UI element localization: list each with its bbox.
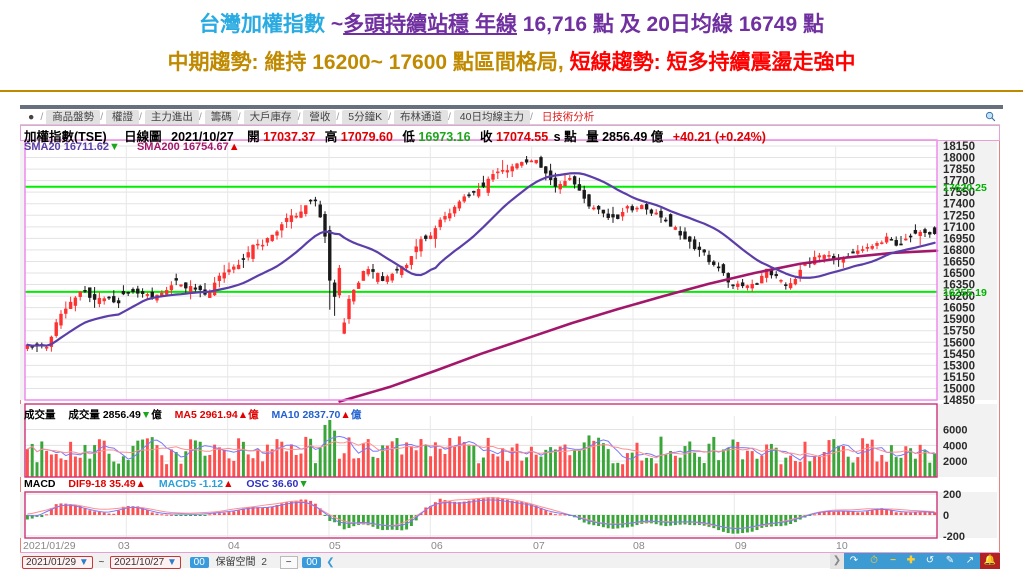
svg-text:17250: 17250 xyxy=(943,210,975,222)
svg-text:15750: 15750 xyxy=(943,326,975,338)
svg-text:16500: 16500 xyxy=(943,268,975,280)
svg-text:15450: 15450 xyxy=(943,349,975,361)
svg-text:16650: 16650 xyxy=(943,256,975,268)
svg-text:15150: 15150 xyxy=(943,372,975,384)
svg-text:-200: -200 xyxy=(943,531,965,543)
svg-text:15600: 15600 xyxy=(943,337,975,349)
svg-text:200: 200 xyxy=(943,489,961,501)
svg-text:16050: 16050 xyxy=(943,303,975,315)
svg-text:16255.19: 16255.19 xyxy=(943,287,987,299)
svg-text:17850: 17850 xyxy=(943,164,975,176)
svg-text:17620.25: 17620.25 xyxy=(943,182,987,194)
svg-text:15900: 15900 xyxy=(943,314,975,326)
svg-text:6000: 6000 xyxy=(943,425,967,437)
svg-text:15000: 15000 xyxy=(943,383,975,395)
svg-text:16950: 16950 xyxy=(943,233,975,245)
svg-text:18150: 18150 xyxy=(943,141,975,153)
svg-text:2000: 2000 xyxy=(943,456,967,468)
svg-text:17100: 17100 xyxy=(943,222,975,234)
svg-text:4000: 4000 xyxy=(943,440,967,452)
svg-text:0: 0 xyxy=(943,510,949,522)
svg-text:16800: 16800 xyxy=(943,245,975,257)
svg-text:18000: 18000 xyxy=(943,153,975,165)
svg-text:17400: 17400 xyxy=(943,199,975,211)
svg-text:15300: 15300 xyxy=(943,360,975,372)
